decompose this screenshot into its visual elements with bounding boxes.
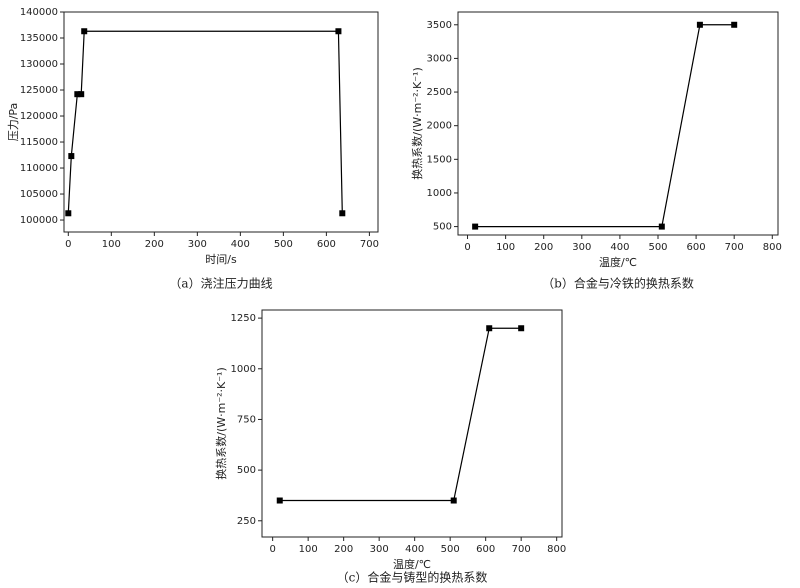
y-tick-label: 110000	[20, 163, 58, 174]
y-axis-label: 换热系数/(W·m⁻²·K⁻¹)	[410, 67, 424, 180]
data-point	[339, 210, 346, 217]
x-tick-label: 700	[725, 242, 744, 253]
y-tick-label: 140000	[20, 7, 58, 18]
y-tick-label: 500	[237, 465, 256, 476]
data-point	[81, 28, 88, 35]
y-tick-label: 100000	[20, 215, 58, 226]
data-point	[731, 21, 738, 28]
y-tick-label: 3500	[427, 20, 452, 31]
x-tick-label: 600	[687, 242, 706, 253]
x-tick-label: 0	[65, 239, 71, 250]
plot-frame	[63, 11, 379, 233]
x-tick-label: 200	[145, 239, 164, 250]
y-tick-label: 115000	[20, 137, 58, 148]
x-tick-label: 200	[534, 242, 553, 253]
x-tick-label: 100	[496, 242, 515, 253]
x-tick-label: 400	[405, 544, 424, 555]
caption: （c）合金与铸型的换热系数	[337, 570, 488, 585]
data-point	[518, 325, 525, 332]
data-point	[658, 223, 665, 230]
x-axis-label: 时间/s	[205, 253, 237, 266]
x-tick-label: 500	[441, 544, 460, 555]
y-tick-label: 125000	[20, 85, 58, 96]
x-tick-label: 0	[269, 544, 275, 555]
x-tick-label: 100	[299, 544, 318, 555]
y-tick-label: 3000	[427, 53, 452, 64]
data-point	[335, 28, 342, 35]
x-axis-label: 温度/℃	[393, 557, 431, 571]
caption: （a）浇注压力曲线	[169, 276, 272, 291]
data-point	[74, 91, 81, 98]
y-tick-label: 750	[237, 414, 256, 425]
x-tick-label: 500	[648, 242, 667, 253]
y-tick-label: 135000	[20, 33, 58, 44]
plot-frame	[261, 309, 563, 538]
data-line	[279, 327, 522, 502]
x-tick-label: 800	[763, 242, 782, 253]
y-tick-label: 1500	[427, 154, 452, 165]
data-point	[78, 91, 85, 98]
caption: （b）合金与冷铁的换热系数	[542, 276, 694, 291]
data-point	[450, 497, 457, 504]
x-tick-label: 300	[572, 242, 591, 253]
data-point	[696, 21, 703, 28]
y-tick-label: 2000	[427, 121, 452, 132]
plot-frame	[457, 11, 779, 236]
x-axis-label: 温度/℃	[599, 255, 637, 269]
x-tick-label: 300	[188, 239, 207, 250]
x-tick-label: 700	[512, 544, 531, 555]
data-line	[475, 24, 735, 228]
data-point	[472, 223, 479, 230]
data-line	[67, 30, 343, 214]
x-tick-label: 500	[274, 239, 293, 250]
x-tick-label: 700	[360, 239, 379, 250]
x-tick-label: 300	[370, 544, 389, 555]
y-axis-label: 换热系数/(W·m⁻²·K⁻¹)	[214, 367, 228, 480]
y-tick-label: 1000	[231, 364, 256, 375]
data-point	[68, 153, 75, 160]
x-tick-label: 600	[317, 239, 336, 250]
x-tick-label: 400	[610, 242, 629, 253]
x-tick-label: 100	[102, 239, 121, 250]
y-tick-label: 130000	[20, 59, 58, 70]
y-tick-label: 250	[237, 516, 256, 527]
y-tick-label: 105000	[20, 189, 58, 200]
x-tick-label: 200	[334, 544, 353, 555]
y-tick-label: 120000	[20, 111, 58, 122]
x-tick-label: 400	[231, 239, 250, 250]
y-axis-label: 压力/Pa	[7, 103, 20, 142]
y-tick-label: 1250	[231, 313, 256, 324]
data-point	[65, 210, 72, 217]
data-point	[276, 497, 283, 504]
x-tick-label: 600	[476, 544, 495, 555]
x-tick-label: 800	[547, 544, 566, 555]
y-tick-label: 500	[433, 222, 452, 233]
y-tick-label: 1000	[427, 188, 452, 199]
x-tick-label: 0	[464, 242, 470, 253]
y-tick-label: 2500	[427, 87, 452, 98]
data-point	[486, 325, 493, 332]
